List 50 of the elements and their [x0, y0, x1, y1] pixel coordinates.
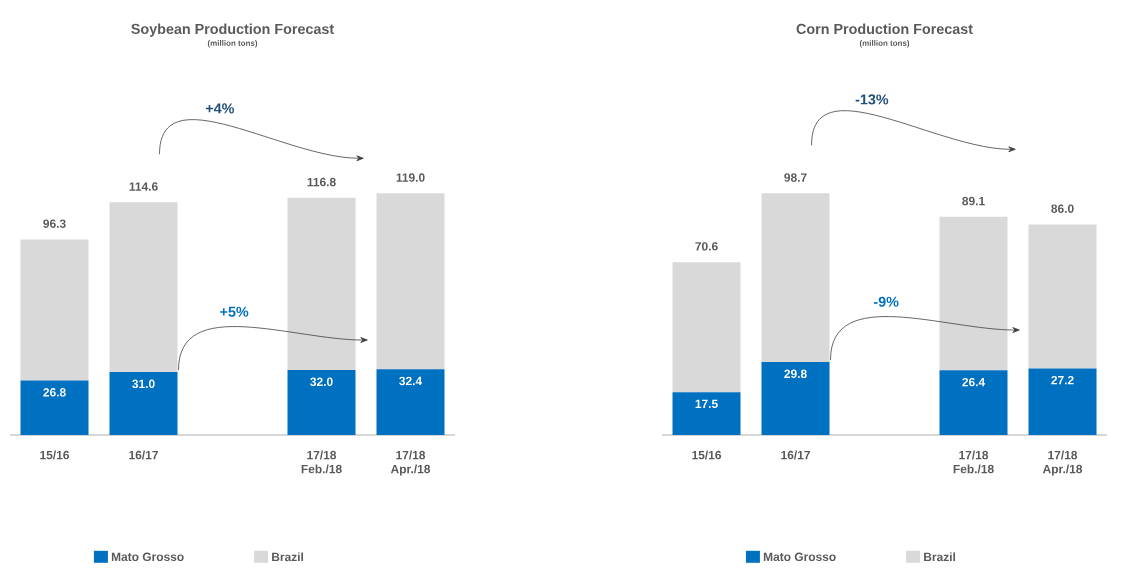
data-label: 29.8: [784, 369, 807, 379]
annotation: -9%: [873, 296, 899, 307]
legend-label: Brazil: [924, 552, 956, 562]
bar: [287, 370, 356, 435]
total-label: 114.6: [129, 182, 158, 191]
total-label: 70.6: [695, 242, 718, 251]
legend-label: Brazil: [272, 552, 303, 562]
bar: [761, 362, 830, 435]
total-label: 116.8: [307, 177, 336, 187]
bar: [672, 392, 741, 435]
x-tick-label: 15/16: [40, 450, 70, 460]
bar: [20, 239, 89, 381]
x-tick-label: 17/18 Feb./18: [301, 450, 342, 474]
chart-title: Soybean Production Forecast: [131, 23, 334, 37]
bar: [109, 372, 178, 435]
bar: [20, 380, 89, 435]
text: +4%: [205, 103, 235, 114]
x-tick-label: 17/18 Feb./18: [953, 450, 994, 474]
bar: [672, 262, 741, 393]
x-tick-label: 16/17: [781, 450, 810, 460]
data-label: 26.8: [43, 388, 66, 397]
total-label: 86.0: [1051, 204, 1074, 213]
data-label: 31.0: [132, 379, 155, 389]
data-label: 27.2: [1051, 375, 1074, 385]
bar: [939, 370, 1008, 435]
bar: [1028, 224, 1097, 369]
bar: [109, 202, 178, 373]
total-label: 119.0: [396, 173, 425, 182]
bar: [761, 193, 830, 363]
bar: [1028, 368, 1097, 435]
total-label: 89.1: [962, 196, 985, 206]
text: -13%: [855, 94, 889, 105]
x-tick-label: 17/18 Apr./18: [390, 450, 431, 476]
x-tick-label: 17/18 Apr./18: [1042, 450, 1083, 476]
data-label: 32.0: [310, 377, 333, 387]
total-label: 96.3: [43, 219, 66, 228]
data-label: 32.4: [399, 376, 423, 386]
total-label: 98.7: [784, 173, 807, 182]
chart-title: Corn Production Forecast: [796, 23, 973, 35]
x-tick-label: 15/16: [692, 450, 722, 460]
bar: [939, 216, 1008, 371]
data-label: 17.5: [695, 399, 718, 408]
bar: [287, 197, 356, 371]
bar: [376, 193, 445, 370]
data-label: 26.4: [962, 377, 986, 387]
x-tick-label: 16/17: [129, 450, 158, 460]
legend-label: Mato Grosso: [763, 552, 836, 562]
annotation: +5%: [220, 306, 249, 317]
legend-label: Mato Grosso: [111, 552, 184, 562]
bar: [376, 369, 445, 435]
